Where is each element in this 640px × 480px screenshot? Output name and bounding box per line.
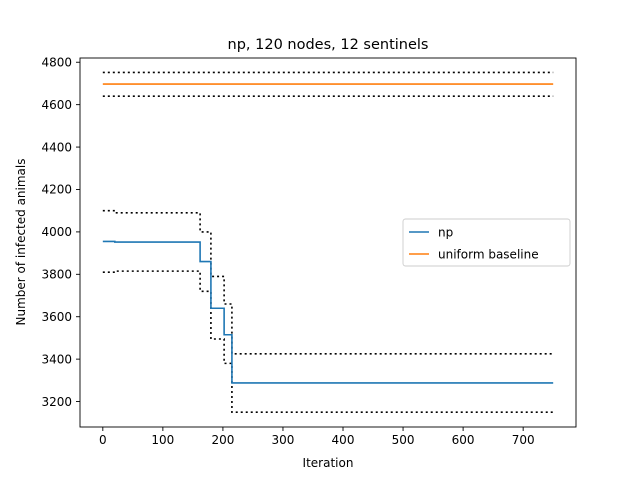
y-tick-label: 4800 (41, 55, 72, 69)
y-tick-label: 3400 (41, 352, 72, 366)
x-tick-label: 300 (272, 433, 295, 447)
axes-layer: 0 100 200 300 400 500 600 700 3200 3400 3600 3800 40… (41, 55, 577, 447)
x-tick-label: 0 (99, 433, 107, 447)
y-tick-label: 3200 (41, 395, 72, 409)
x-tick-label: 200 (211, 433, 234, 447)
x-tick-label: 600 (452, 433, 475, 447)
series-line-np (102, 240, 554, 384)
x-tick-label: 400 (332, 433, 355, 447)
x-tick-label: 700 (512, 433, 535, 447)
y-tick-label: 3800 (41, 268, 72, 282)
y-tick-label: 4000 (41, 225, 72, 239)
legend-label: np (438, 225, 453, 239)
x-tick-label: 500 (392, 433, 415, 447)
legend: np uniform baseline (402, 218, 571, 267)
y-tick-label: 4400 (41, 140, 72, 154)
y-tick-label: 4200 (41, 183, 72, 197)
y-tick-label: 3600 (41, 310, 72, 324)
y-tick-label: 4600 (41, 98, 72, 112)
plot-frame (79, 57, 577, 428)
x-axis-label: Iteration (303, 456, 354, 470)
legend-label: uniform baseline (438, 247, 539, 261)
x-tick-label: 100 (151, 433, 174, 447)
bound-line-2 (102, 209, 554, 355)
chart-title: np, 120 nodes, 12 sentinels (228, 37, 429, 53)
legend-box (402, 218, 571, 267)
plot-layer (102, 71, 554, 413)
y-axis-label: Number of infected animals (14, 159, 28, 326)
